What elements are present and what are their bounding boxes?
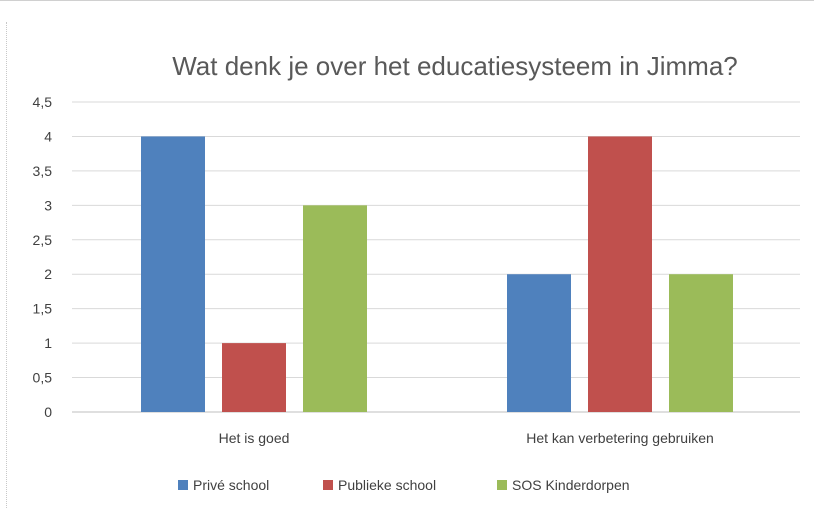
legend-label: Privé school xyxy=(193,477,269,493)
bar xyxy=(588,136,652,412)
y-tick-label: 4,5 xyxy=(33,94,53,110)
top-border xyxy=(0,0,814,15)
x-axis-ticks: Het is goed Het kan verbetering gebruiken xyxy=(219,430,714,446)
y-axis-ticks: 0 0,5 1 1,5 2 2,5 3 3,5 4 4,5 xyxy=(33,94,53,420)
bars xyxy=(141,136,733,412)
legend-swatch xyxy=(178,480,188,490)
chart-title: Wat denk je over het educatiesysteem in … xyxy=(172,51,738,81)
x-tick-label: Het is goed xyxy=(219,430,290,446)
bar xyxy=(669,274,733,412)
y-tick-label: 3 xyxy=(44,197,52,213)
y-tick-label: 0,5 xyxy=(33,370,53,386)
x-tick-label: Het kan verbetering gebruiken xyxy=(526,430,714,446)
left-border xyxy=(6,22,7,508)
y-tick-label: 1,5 xyxy=(33,301,53,317)
y-tick-label: 3,5 xyxy=(33,163,53,179)
bar xyxy=(507,274,571,412)
legend-label: Publieke school xyxy=(338,477,436,493)
y-tick-label: 2,5 xyxy=(33,232,53,248)
legend-swatch xyxy=(497,480,507,490)
bar xyxy=(303,205,367,412)
y-tick-label: 1 xyxy=(44,335,52,351)
legend-label: SOS Kinderdorpen xyxy=(512,477,630,493)
legend-swatch xyxy=(323,480,333,490)
y-tick-label: 2 xyxy=(44,266,52,282)
bar xyxy=(141,136,205,412)
y-tick-label: 0 xyxy=(44,404,52,420)
y-tick-label: 4 xyxy=(44,128,52,144)
legend: Privé school Publieke school SOS Kinderdor… xyxy=(178,477,630,493)
bar xyxy=(222,343,286,412)
